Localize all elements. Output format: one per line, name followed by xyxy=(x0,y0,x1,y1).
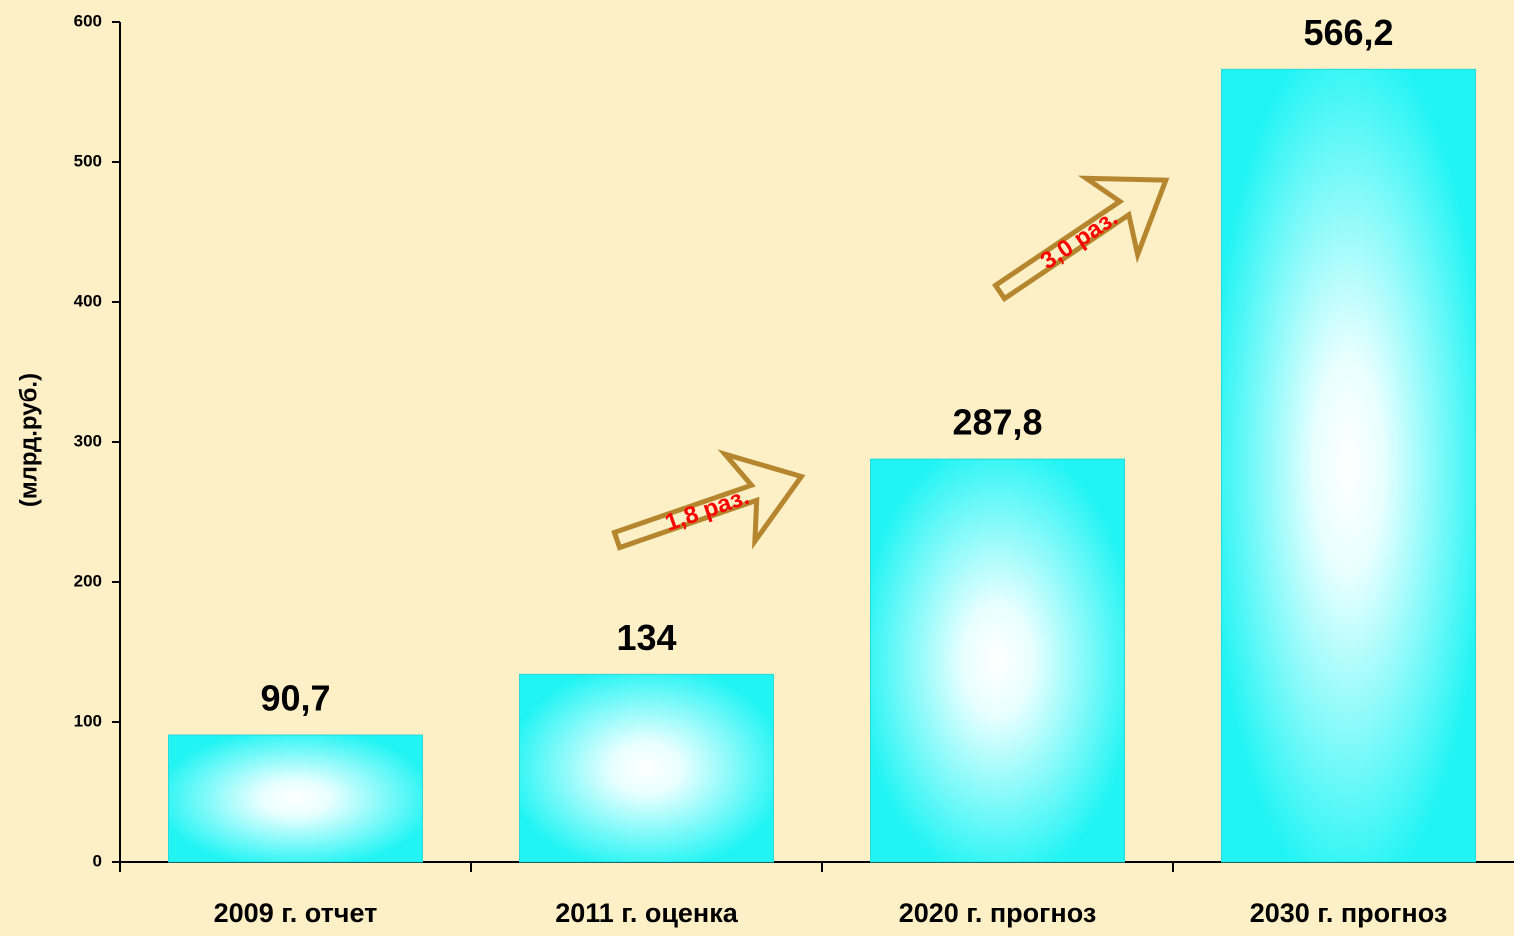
y-tick-label: 400 xyxy=(74,291,102,310)
bar xyxy=(168,734,423,863)
value-label: 90,7 xyxy=(260,678,330,719)
arrow-shape xyxy=(992,175,1170,303)
y-tick-label: 300 xyxy=(74,431,102,450)
x-tick-label: 2009 г. отчет xyxy=(214,898,378,928)
y-tick-label: 0 xyxy=(93,851,102,870)
y-tick-label: 600 xyxy=(74,11,102,30)
y-tick-label: 200 xyxy=(74,571,102,590)
x-tick-label: 2030 г. прогноз xyxy=(1250,898,1448,928)
y-tick-label: 100 xyxy=(74,711,102,730)
y-tick-label: 500 xyxy=(74,151,102,170)
arrow-shape xyxy=(611,449,806,551)
value-label: 287,8 xyxy=(952,402,1042,443)
bar xyxy=(519,673,774,863)
value-label: 566,2 xyxy=(1303,12,1393,53)
bar xyxy=(870,458,1125,863)
x-tick-label: 2020 г. прогноз xyxy=(899,898,1097,928)
x-tick-label: 2011 г. оценка xyxy=(555,898,739,928)
y-axis-label: (млрд.руб.) xyxy=(15,373,42,507)
value-label: 134 xyxy=(616,617,676,658)
bar xyxy=(1221,68,1476,863)
